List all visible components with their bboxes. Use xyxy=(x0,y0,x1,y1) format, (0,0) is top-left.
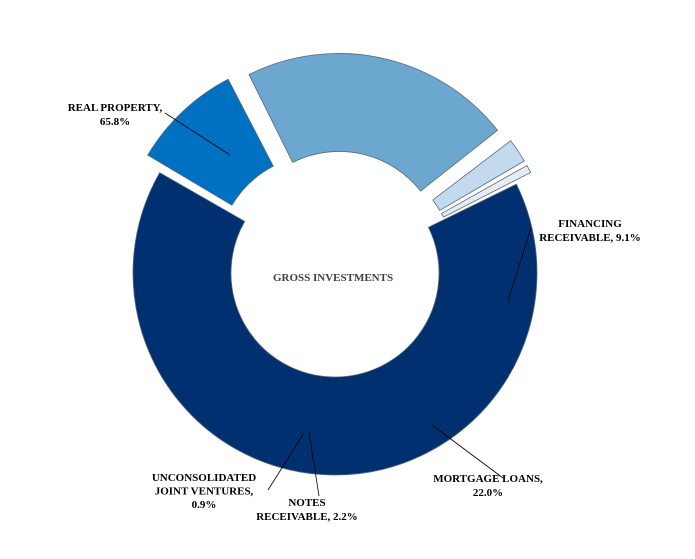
slice-label-unconsolidated-joint-ventures: UNCONSOLIDATED JOINT VENTURES, 0.9% xyxy=(152,472,256,511)
slice-labels: REAL PROPERTY, 65.8% FINANCING RECEIVABLE, … xyxy=(68,102,641,523)
slice-label-line: JOINT VENTURES, xyxy=(155,486,254,498)
slice-label-line: 22.0% xyxy=(473,487,503,499)
leader-line-real-property xyxy=(164,112,231,156)
slice-real-property xyxy=(132,172,538,476)
slice-label-notes-receivable: NOTES RECEIVABLE, 2.2% xyxy=(256,497,358,523)
slice-unconsolidated-joint-ventures xyxy=(440,164,532,218)
center-label: GROSS INVESTMENTS xyxy=(273,272,393,284)
slice-label-line: 0.9% xyxy=(192,499,217,511)
slice-label-line: RECEIVABLE, 2.2% xyxy=(256,511,358,523)
slice-mortgage-loans xyxy=(248,53,499,192)
slice-notes-receivable xyxy=(432,140,525,212)
slice-label-line: RECEIVABLE, 9.1% xyxy=(539,232,641,244)
slice-label-line: REAL PROPERTY, xyxy=(68,102,163,114)
slice-label-financing-receivable: FINANCING RECEIVABLE, 9.1% xyxy=(539,218,641,244)
leader-lines xyxy=(164,112,532,497)
leader-line-notes-receivable xyxy=(308,431,320,497)
slice-label-line: NOTES xyxy=(288,497,325,509)
leader-line-financing-receivable xyxy=(507,227,532,302)
slice-label-line: FINANCING xyxy=(558,218,622,230)
slice-label-line: 65.8% xyxy=(100,116,130,128)
slice-label-mortgage-loans: MORTGAGE LOANS, 22.0% xyxy=(433,473,543,499)
slice-label-real-property: REAL PROPERTY, 65.8% xyxy=(68,102,163,128)
slice-label-line: MORTGAGE LOANS, xyxy=(433,473,543,485)
leader-line-unconsolidated-joint-ventures xyxy=(267,432,305,491)
leader-line-mortgage-loans xyxy=(431,424,504,479)
slice-label-line: UNCONSOLIDATED xyxy=(152,472,256,484)
donut-slices xyxy=(132,53,538,476)
